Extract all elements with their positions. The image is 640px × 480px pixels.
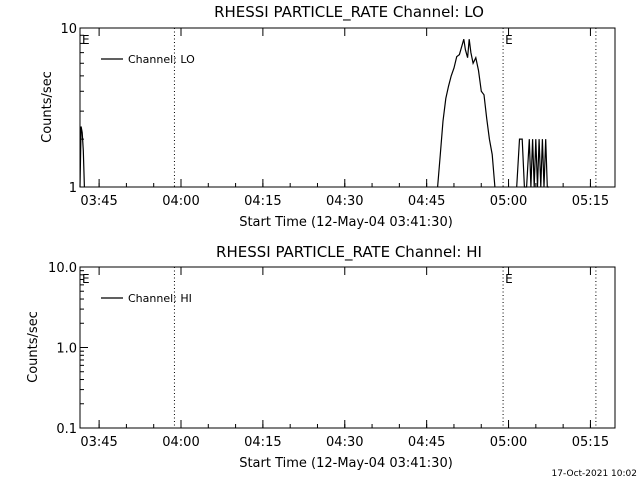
panel-lo-ticks: 03:45 04:00 04:15 04:30 04:45 05:00 05:15 1 10 [60, 22, 609, 209]
panel-hi-legend-label: Channel: HI [128, 292, 192, 305]
panel-hi: RHESSI PARTICLE_RATE Channel: HI Counts/… [26, 243, 616, 471]
panel-lo-xtick-label-2: 04:15 [244, 194, 281, 209]
panel-lo-ytick-label-1: 10 [60, 22, 77, 37]
panel-lo-xtick-label-4: 04:45 [408, 194, 445, 209]
panel-lo-series-line-0 [79, 126, 85, 188]
panel-lo-event-label-0: E [82, 33, 90, 47]
panel-hi-xtick-label-5: 05:00 [490, 435, 527, 450]
panel-lo-xtick-label-5: 05:00 [490, 194, 527, 209]
panel-lo-xtick-label-0: 03:45 [80, 194, 117, 209]
panel-hi-event-label-0: E [82, 272, 90, 286]
panel-lo-series-line-2 [516, 138, 549, 188]
panel-lo-event-label-2: E [505, 33, 513, 47]
panel-lo-title: RHESSI PARTICLE_RATE Channel: LO [214, 3, 484, 22]
panel-hi-event-label-2: E [505, 272, 513, 286]
panel-hi-title: RHESSI PARTICLE_RATE Channel: HI [216, 243, 482, 262]
panel-hi-xtick-label-4: 04:45 [408, 435, 445, 450]
panel-lo: RHESSI PARTICLE_RATE Channel: LO Counts/… [40, 3, 616, 230]
panel-lo-xlabel: Start Time (12-May-04 03:41:30) [239, 215, 453, 230]
panel-lo-xtick-label-3: 04:30 [326, 194, 363, 209]
panel-lo-legend: Channel: LO [101, 53, 195, 66]
panel-lo-series [79, 39, 549, 188]
panel-hi-xlabel: Start Time (12-May-04 03:41:30) [239, 456, 453, 471]
panel-lo-plot-frame [79, 27, 616, 188]
footer-timestamp: 17-Oct-2021 10:02 [552, 469, 637, 479]
panel-lo-ytick-label-0: 1 [69, 181, 77, 196]
panel-hi-plot-frame [79, 266, 616, 429]
panel-hi-ylabel: Counts/sec [26, 311, 41, 383]
panel-hi-xtick-label-3: 04:30 [326, 435, 363, 450]
panel-hi-ticks: 03:45 04:00 04:15 04:30 04:45 05:00 05:15 0.1 1.… [48, 261, 609, 450]
panel-hi-xtick-label-2: 04:15 [244, 435, 281, 450]
panel-hi-xtick-label-1: 04:00 [162, 435, 199, 450]
panel-hi-ytick-label-0: 0.1 [56, 422, 77, 437]
panel-lo-series-line-1 [437, 39, 496, 188]
panel-lo-xtick-label-6: 05:15 [572, 194, 609, 209]
panel-lo-xtick-label-1: 04:00 [162, 194, 199, 209]
panel-hi-legend: Channel: HI [101, 292, 192, 305]
panel-hi-ytick-label-2: 10.0 [48, 261, 77, 276]
panel-hi-ytick-label-1: 1.0 [56, 342, 77, 357]
panel-lo-legend-label: Channel: LO [128, 53, 195, 66]
panel-lo-ylabel: Counts/sec [40, 71, 55, 143]
panel-hi-xtick-label-6: 05:15 [572, 435, 609, 450]
panel-hi-xtick-label-0: 03:45 [80, 435, 117, 450]
